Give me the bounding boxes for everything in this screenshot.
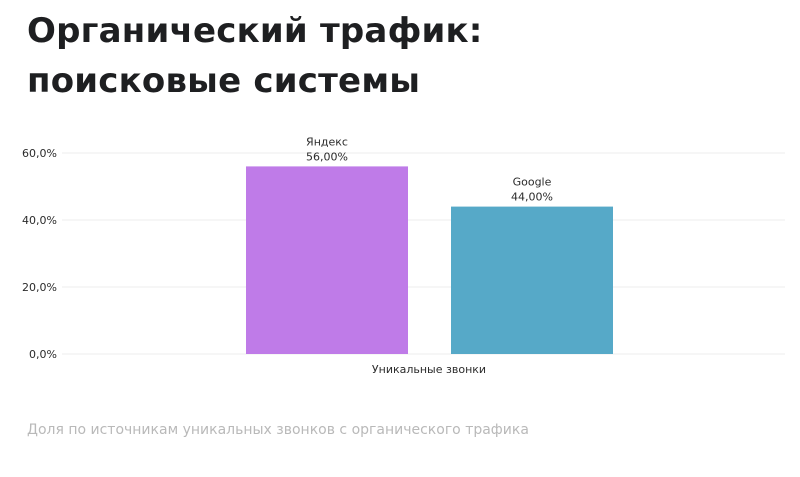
chart-caption: Доля по источникам уникальных звонков с … (27, 422, 529, 438)
page-title-line-1: Органический трафик: (27, 11, 483, 51)
data-label: 56,00% (306, 150, 348, 163)
series-name-label: Google (513, 176, 552, 189)
y-tick-label: 60,0% (22, 147, 57, 160)
data-label: 44,00% (511, 191, 553, 204)
bar-yandex (246, 166, 408, 354)
bar-google (451, 206, 613, 354)
page-title: Органический трафик: поисковые системы (27, 6, 767, 106)
y-tick-label: 40,0% (22, 214, 57, 227)
y-tick-label: 20,0% (22, 281, 57, 294)
page-title-line-2: поисковые системы (27, 61, 421, 101)
x-category-label: Уникальные звонки (372, 363, 486, 376)
y-tick-label: 0,0% (29, 348, 57, 361)
series-name-label: Яндекс (306, 135, 348, 148)
